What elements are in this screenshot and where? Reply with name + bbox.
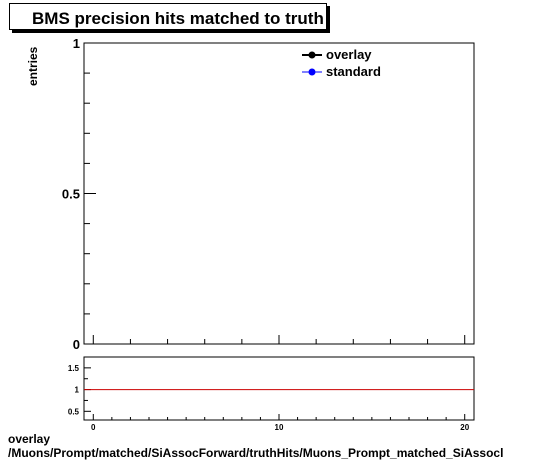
y-tick-label: 0.5 xyxy=(62,187,80,202)
main-x-axis xyxy=(92,335,466,344)
footer-line-1: overlay xyxy=(8,432,51,446)
main-y-axis: 00.51 xyxy=(62,36,96,352)
chart-title: BMS precision hits matched to truth xyxy=(32,9,324,28)
footer-line-2: /Muons/Prompt/matched/SiAssocForward/tru… xyxy=(8,446,504,460)
main-plot-frame xyxy=(83,42,475,345)
legend-marker-overlay xyxy=(308,51,316,59)
ratio-plot: 0.5 1 1.5 0 10 20 xyxy=(68,356,475,432)
ratio-x-axis: 0 10 20 xyxy=(91,414,470,432)
legend: overlay standard xyxy=(302,47,381,79)
legend-label-overlay: overlay xyxy=(326,47,372,62)
y-tick-label: 1 xyxy=(73,36,80,51)
ratio-x-tick-label: 0 xyxy=(91,423,96,432)
ratio-x-tick-label: 20 xyxy=(460,423,469,432)
title-box: BMS precision hits matched to truth xyxy=(9,3,327,30)
ratio-plot-frame xyxy=(83,356,475,421)
legend-label-standard: standard xyxy=(326,64,381,79)
legend-entry-overlay: overlay xyxy=(302,47,372,62)
legend-entry-standard: standard xyxy=(302,64,381,79)
y-axis-label: entries xyxy=(26,46,40,86)
footer: overlay /Muons/Prompt/matched/SiAssocFor… xyxy=(8,432,546,460)
ratio-x-tick-label: 10 xyxy=(275,423,284,432)
y-tick-label: 0 xyxy=(73,337,80,352)
main-plot: 00.51 entries overlay standard xyxy=(26,36,475,352)
ratio-y-tick-label: 1.5 xyxy=(68,364,80,373)
ratio-y-tick-label: 0.5 xyxy=(68,407,80,416)
legend-marker-standard xyxy=(308,68,316,76)
ratio-y-tick-label: 1 xyxy=(75,386,80,395)
